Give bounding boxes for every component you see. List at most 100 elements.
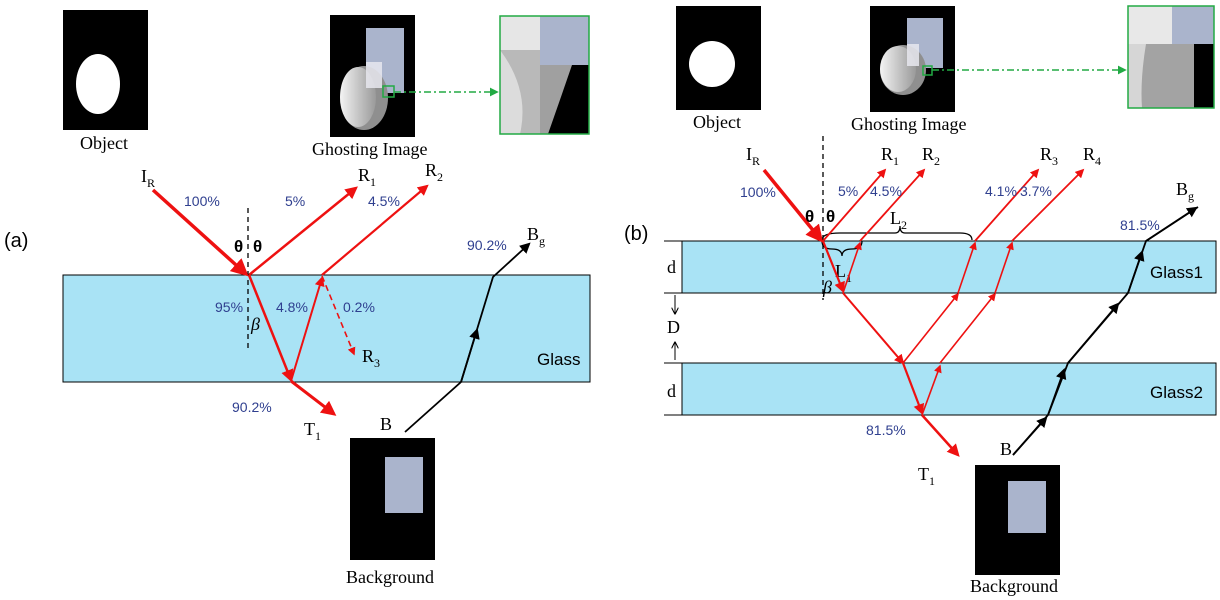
- ghost-caption-b: Ghosting Image: [851, 114, 966, 134]
- svg-text:T1: T1: [304, 419, 321, 443]
- ghosting-image-a: [330, 15, 415, 137]
- r1-label-a: R1: [358, 165, 376, 189]
- object-image-b: [676, 6, 761, 110]
- object-caption-b: Object: [693, 112, 741, 132]
- svg-text:R1: R1: [358, 165, 376, 189]
- pct-internal-a: 4.8%: [276, 299, 308, 315]
- reflect-r3-ray-b: [974, 168, 1040, 242]
- svg-text:R2: R2: [922, 144, 940, 168]
- internal-g2-ray-b: [921, 364, 942, 416]
- theta-left-a: θ: [234, 237, 243, 256]
- panel-b-label: (b): [624, 223, 648, 245]
- dim-gap: D: [667, 317, 680, 337]
- pct-bg-a: 90.2%: [467, 237, 507, 253]
- theta-left-b: θ: [805, 207, 814, 226]
- theta-right-a: θ: [253, 237, 262, 256]
- bg-label-b: Bg: [1176, 179, 1194, 203]
- l2-brace: [821, 225, 973, 241]
- panel-b: (b) Object Ghosting Image Glass1: [624, 5, 1217, 596]
- svg-text:R1: R1: [881, 144, 899, 168]
- dim-d-bottom: d: [667, 381, 676, 401]
- svg-text:L1: L1: [835, 261, 852, 285]
- pct-r2-b: 4.5%: [870, 183, 902, 199]
- r3-label-a: R3: [362, 346, 380, 370]
- svg-text:T1: T1: [918, 464, 935, 488]
- pct-r3-b: 4.1%: [985, 183, 1017, 199]
- glass2-label: Glass2: [1150, 383, 1203, 402]
- b-label-a: B: [380, 414, 392, 434]
- pct-r1-a: 5%: [285, 193, 305, 209]
- incident-label-a: IR: [141, 166, 155, 190]
- object-caption-a: Object: [80, 133, 128, 153]
- svg-text:R3: R3: [362, 346, 380, 370]
- reflect-r1-ray-a: [248, 186, 358, 276]
- theta-right-b: θ: [826, 207, 835, 226]
- glass2-slab: [681, 362, 1217, 416]
- pct-refracted-a: 95%: [215, 299, 243, 315]
- r2-label-b: R2: [922, 144, 940, 168]
- background-caption-a: Background: [346, 567, 434, 587]
- r3-ray-a: [321, 275, 356, 356]
- g1-up-r3-b: [957, 241, 977, 294]
- svg-text:Bg: Bg: [1176, 179, 1194, 203]
- internal-g1-ray-b: [842, 241, 862, 294]
- glass-label-a: Glass: [537, 350, 580, 369]
- gap-ray-up-b: [902, 292, 959, 364]
- pct-t1-b: 81.5%: [866, 422, 906, 438]
- r4-label-b: R4: [1083, 144, 1101, 168]
- l2-label: L2: [890, 208, 907, 232]
- pct-incident-b: 100%: [740, 184, 776, 200]
- r3-label-b: R3: [1040, 144, 1058, 168]
- t1-label-a: T1: [304, 419, 321, 443]
- incident-ray-a: [151, 188, 249, 277]
- reflect-r4-ray-b: [1011, 168, 1085, 242]
- reflect-r1-ray-b: [822, 168, 887, 242]
- zoom-inset-a: [499, 15, 590, 135]
- ghost-caption-a: Ghosting Image: [312, 139, 427, 159]
- svg-text:R2: R2: [425, 160, 443, 184]
- pct-r1-b: 5%: [838, 183, 858, 199]
- glass-slab-a: [62, 274, 591, 383]
- ghosting-image-b: [870, 6, 955, 112]
- glass1-slab: [681, 240, 1217, 294]
- dim-d-top: d: [667, 257, 676, 277]
- beta-b: β: [822, 277, 832, 297]
- internal-up-ray-a: [290, 276, 325, 382]
- pct-bg-b: 81.5%: [1120, 217, 1160, 233]
- panel-a: (a) Object Ghosting Image: [4, 10, 591, 587]
- background-image-a: [350, 438, 435, 560]
- beta-a: β: [250, 314, 260, 334]
- pct-r2-a: 4.5%: [368, 193, 400, 209]
- pct-r3-a: 0.2%: [343, 299, 375, 315]
- svg-text:R3: R3: [1040, 144, 1058, 168]
- reflect-r2-ray-a: [321, 184, 429, 276]
- background-image-b: [975, 465, 1060, 575]
- gap-ray-down-b: [842, 292, 905, 365]
- svg-text:R4: R4: [1083, 144, 1101, 168]
- refract-ray-a: [247, 274, 294, 383]
- incident-label-b: IR: [746, 144, 760, 168]
- l1-label: L1: [835, 261, 852, 285]
- incident-ray-b: [762, 168, 824, 243]
- g1-up-r4-b: [994, 241, 1014, 294]
- pct-incident-a: 100%: [184, 193, 220, 209]
- svg-text:L2: L2: [890, 208, 907, 232]
- r2-label-a: R2: [425, 160, 443, 184]
- panel-a-label: (a): [4, 230, 28, 252]
- refract-g2-ray-b: [901, 362, 925, 416]
- r1-label-b: R1: [881, 144, 899, 168]
- b-label-b: B: [1000, 439, 1012, 459]
- transmit-t1-ray-b: [921, 414, 960, 457]
- glass1-label: Glass1: [1150, 263, 1203, 282]
- refract-g1-ray-b: [821, 240, 845, 294]
- pct-t1-a: 90.2%: [232, 399, 272, 415]
- object-image-a: [63, 10, 148, 130]
- bg-label-a: Bg: [527, 224, 545, 248]
- svg-text:IR: IR: [141, 166, 155, 190]
- svg-text:Bg: Bg: [527, 224, 545, 248]
- zoom-inset-b: [1127, 5, 1215, 109]
- t1-label-b: T1: [918, 464, 935, 488]
- background-caption-b: Background: [970, 576, 1058, 596]
- gap-ray-up2-b: [939, 292, 996, 364]
